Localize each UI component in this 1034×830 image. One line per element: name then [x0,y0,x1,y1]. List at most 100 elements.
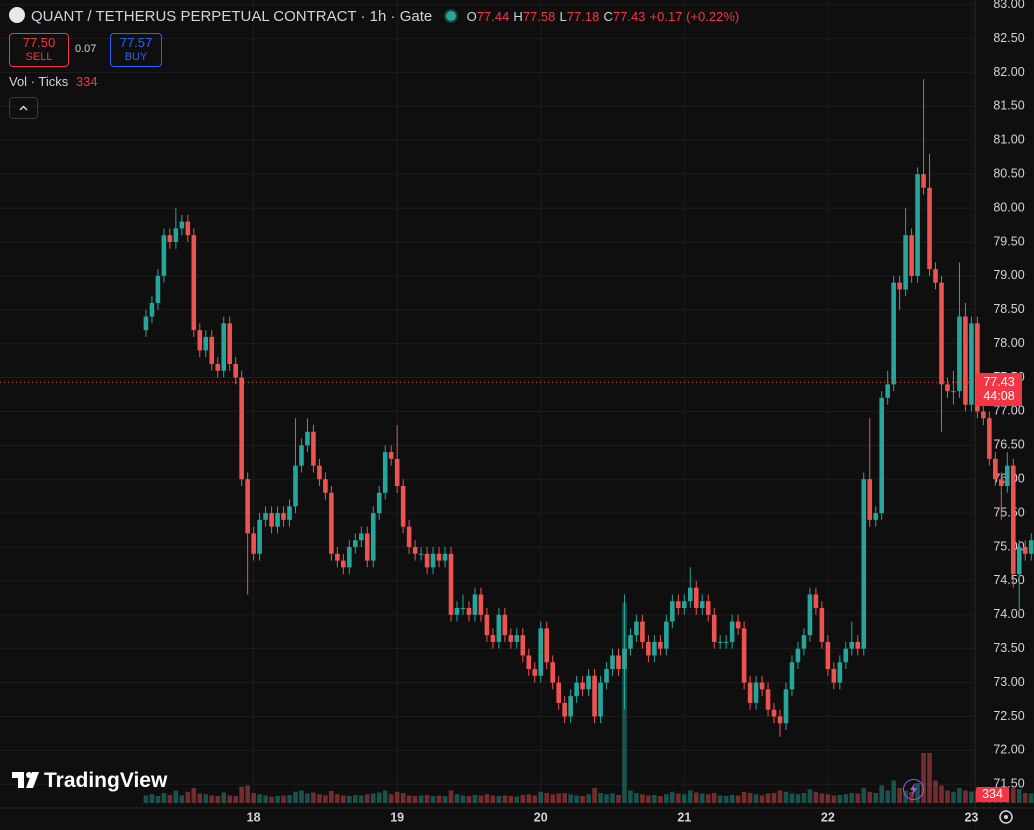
candle-body [197,330,203,351]
candle-body [466,608,472,615]
volume-bar [520,795,526,803]
volume-legend: Vol · Ticks 334 [9,74,98,89]
volume-bar [143,795,149,803]
candle-body [526,655,532,670]
candle-body [454,608,460,615]
candle-body [867,479,873,520]
candle-body [412,547,418,554]
candle-body [783,689,789,724]
y-tick-label: 81.50 [993,99,1024,113]
candle-body [370,513,376,561]
spread: 0.07 [75,43,97,55]
brand-name: TradingView [44,769,168,792]
volume-bar [436,795,442,803]
brand[interactable]: TradingView [12,769,167,793]
buy-button[interactable]: 77.57 BUY [110,33,162,67]
candle-body [167,235,173,242]
volume-bar [598,793,603,803]
volume-bar [353,795,358,803]
volume-bar [807,789,813,803]
settings-button[interactable] [996,807,1016,827]
candle-body [496,614,502,642]
volume-bar [185,791,191,803]
y-tick-label: 79.00 [993,268,1024,282]
volume-bar [287,795,292,803]
candle-body [664,621,669,649]
candle-body [508,635,514,642]
volume-bar [329,791,334,803]
volume-bar [741,791,747,803]
volume-bar [592,788,597,803]
candle-body [670,601,675,622]
candle-body [933,269,938,283]
volume-bar [646,795,651,803]
volume-bar [825,794,831,803]
interval: 1h [369,8,387,25]
volume-bar [831,795,837,803]
volume-bar [1028,793,1034,803]
candle-body [215,363,221,371]
x-tick-label: 18 [247,810,261,824]
candle-body [903,235,908,290]
volume-bar [221,792,227,803]
candle-body [765,689,771,710]
change: +0.17 (+0.22%) [649,9,740,24]
candle-body [556,682,561,703]
volume-bar [658,796,663,803]
ohlc-letter: H [513,9,523,24]
candle-body [777,716,783,724]
y-tick-label: 75.00 [993,539,1024,553]
candle-body [951,391,956,393]
candle-body [598,682,603,717]
candle-body [287,506,292,520]
candle-body [376,492,382,514]
volume-bar [568,794,573,803]
buy-price: 77.57 [119,35,153,50]
volume-bar [239,786,244,803]
volume-bar [747,793,753,803]
candle-body [335,553,340,561]
ohlc-letter: O [466,9,477,24]
candle-body [897,282,902,290]
volume-bar [400,793,406,803]
y-tick-label: 80.00 [993,200,1024,214]
volume-bar [514,796,520,803]
candle-body [299,445,304,466]
y-tick-label: 76.50 [993,438,1024,452]
volume-bar [370,793,376,803]
candle-body [502,614,508,636]
candle-body [759,682,765,690]
candle-body [263,513,268,520]
candle-body [448,553,454,615]
candle-body [1005,465,1010,486]
candle-body [622,648,627,670]
candle-body [161,235,167,276]
candle-body [562,702,567,717]
candle-body [939,282,944,385]
volume-bar [269,796,274,803]
x-tick-label: 22 [821,810,835,824]
candle-body [490,635,496,642]
candle-body [586,675,591,690]
candle-body [699,601,705,609]
volume-bar [951,791,956,803]
candle-body [472,594,478,615]
volume-bar [628,790,633,803]
candle-body [143,316,149,331]
candle-body [717,641,723,643]
volume-tag: 334 [976,787,1009,802]
volume-bar [723,796,729,803]
volume-value: 334 [75,74,98,89]
candle-body [353,540,358,548]
collapse-button[interactable] [9,97,38,119]
volume-bar [502,795,508,803]
volume-bar [364,794,370,803]
candle-body [257,519,262,554]
sell-button[interactable]: 77.50 SELL [9,33,69,67]
volume-bar [173,790,179,803]
volume-bar [771,793,777,803]
alert-icon[interactable] [903,779,924,800]
volume-bar [574,795,579,803]
candle-body [687,587,693,602]
candle-body [418,553,424,555]
